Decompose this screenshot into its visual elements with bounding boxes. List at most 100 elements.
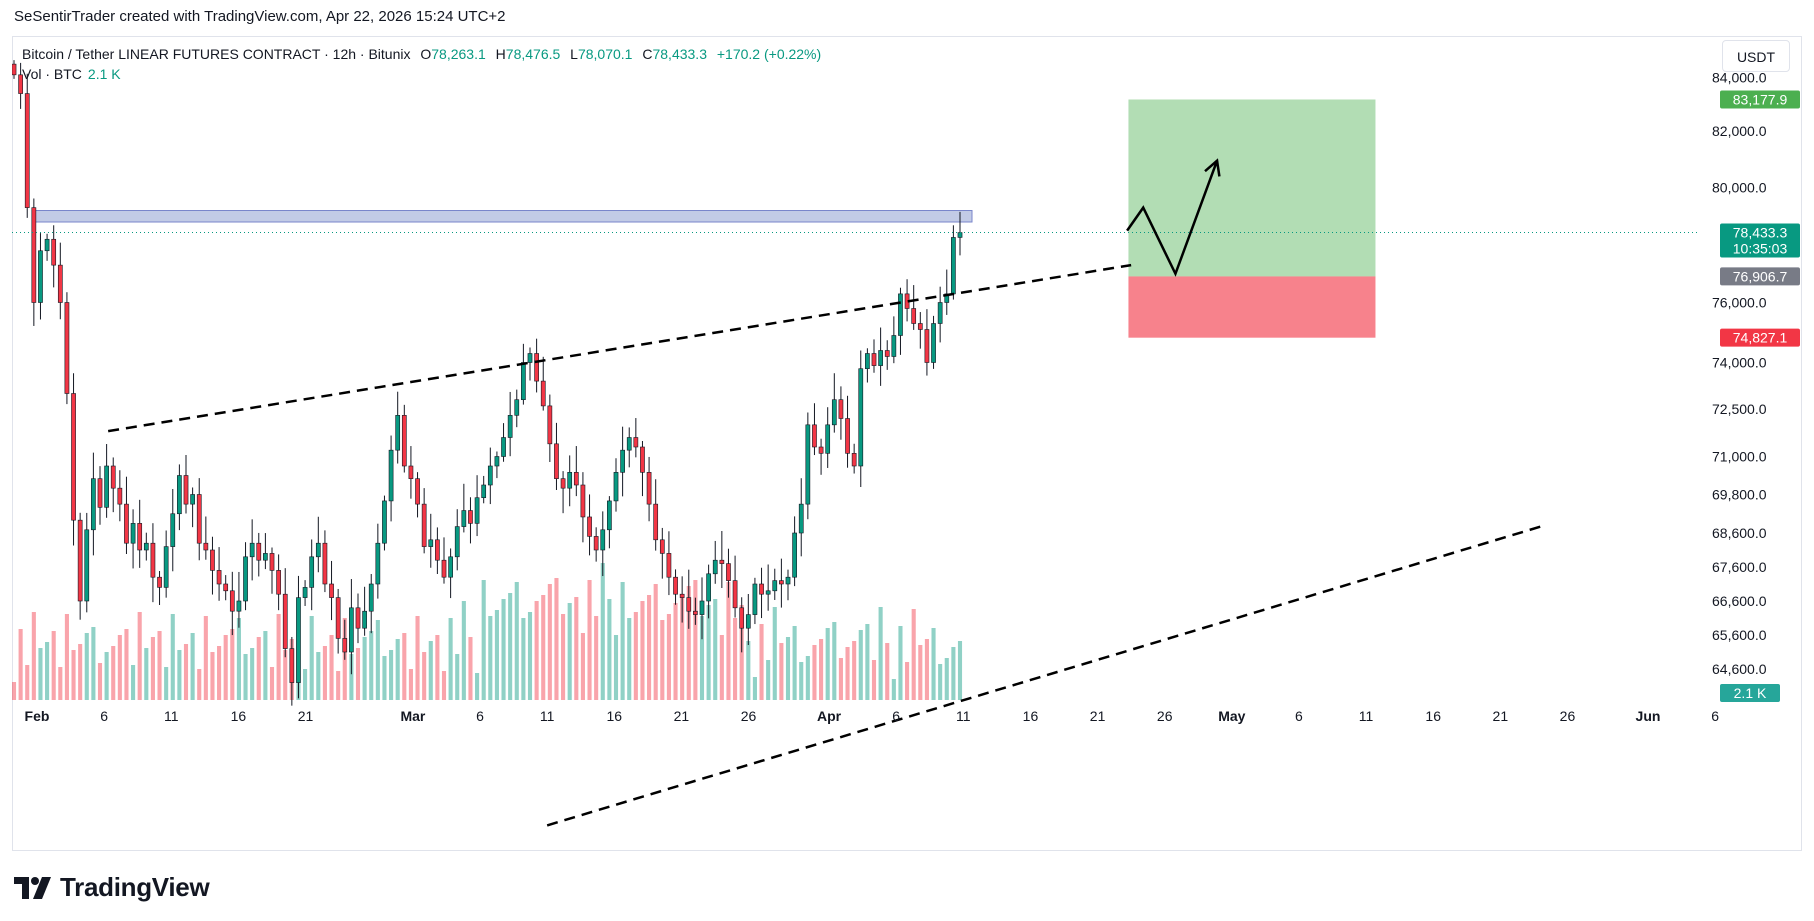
volume-bar	[448, 618, 453, 700]
candle	[77, 512, 83, 620]
candle	[31, 198, 37, 326]
volume-bar	[726, 582, 731, 700]
candle-body	[117, 487, 123, 505]
candle-body	[216, 570, 222, 585]
candle-body	[315, 542, 321, 558]
legend-ohlc: Bitcoin / Tether LINEAR FUTURES CONTRACT…	[22, 46, 821, 62]
candle-body	[626, 437, 632, 451]
candle	[468, 497, 473, 544]
volume-bar	[561, 614, 566, 700]
volume-bar	[210, 652, 215, 700]
candle-body	[249, 542, 255, 558]
volume-bar	[594, 616, 599, 700]
candle-body	[659, 539, 665, 554]
candle	[375, 523, 381, 599]
candle-body	[368, 583, 374, 612]
volume-bar	[84, 633, 89, 700]
legend-vol-value: 2.1 K	[87, 66, 121, 82]
volume-bar	[938, 664, 943, 700]
candle-body	[798, 503, 804, 534]
candle	[110, 457, 116, 513]
candle	[415, 472, 420, 518]
x-axis-tick: 11	[956, 708, 971, 724]
candle	[388, 435, 394, 522]
x-axis-tick: Mar	[400, 708, 425, 724]
candle-body	[937, 302, 943, 324]
candle-body	[951, 237, 956, 295]
candle	[362, 586, 367, 636]
candle	[104, 444, 109, 518]
legend-c-value: 78,433.3	[652, 46, 707, 62]
candle-body	[917, 323, 923, 330]
candle-body	[547, 405, 553, 445]
candle-body	[124, 503, 129, 544]
candle-body	[401, 415, 407, 467]
candle	[765, 564, 771, 611]
candle	[871, 339, 877, 373]
candle-body	[104, 465, 109, 508]
volume-bar	[355, 648, 361, 700]
volume-bar	[51, 631, 56, 700]
volume-bar	[349, 654, 354, 700]
candle	[276, 554, 281, 611]
tradingview-logo[interactable]: TradingView	[14, 872, 210, 903]
volume-bar	[283, 650, 288, 700]
candle-body	[461, 510, 467, 527]
candle	[57, 242, 63, 320]
candle-body	[382, 500, 387, 544]
candle	[587, 494, 592, 556]
legend-c-label: C	[642, 46, 653, 62]
volume-bar	[18, 629, 23, 700]
volume-bar	[792, 626, 797, 700]
candle	[368, 574, 374, 634]
volume-bar	[197, 669, 202, 700]
legend-h-label: H	[495, 46, 506, 62]
candle	[858, 350, 864, 487]
candle-body	[825, 424, 831, 454]
volume-bar	[527, 612, 533, 700]
price-label-value: 74,827.1	[1733, 330, 1788, 346]
candle	[335, 588, 341, 654]
candle	[355, 593, 361, 644]
candle	[745, 593, 751, 645]
volume-bar	[554, 578, 559, 700]
candle-body	[329, 583, 334, 598]
candle	[124, 476, 129, 555]
y-axis-tick: 68,600.0	[1712, 525, 1767, 541]
candle-body	[924, 329, 930, 363]
candle-body	[745, 614, 751, 629]
volume-bar	[389, 650, 394, 700]
candle	[150, 523, 156, 603]
volume-bar	[263, 631, 268, 700]
candle	[157, 571, 162, 606]
candle-body	[494, 456, 500, 467]
volume-bar	[706, 605, 711, 700]
candle-body	[620, 449, 625, 473]
volume-bar	[276, 614, 281, 700]
volume-bar	[508, 593, 513, 700]
candle	[759, 567, 764, 619]
volume-bar	[891, 679, 896, 700]
candle-body	[375, 542, 381, 585]
candle	[487, 447, 493, 505]
volume-bar	[422, 652, 427, 700]
legend-volume: Vol · BTC 2.1 K	[22, 66, 121, 82]
y-axis-tick: 64,600.0	[1712, 661, 1767, 677]
volume-bar	[190, 633, 195, 700]
candle	[229, 571, 235, 636]
candle	[428, 513, 434, 568]
upper-trendline	[107, 263, 1132, 433]
candle	[620, 426, 625, 497]
volume-bar	[567, 603, 572, 700]
currency-button[interactable]: USDT	[1722, 40, 1790, 72]
volume-bar	[699, 616, 705, 700]
candle-body	[739, 607, 745, 629]
candle-body	[355, 607, 361, 629]
price-label-box	[1720, 267, 1800, 286]
legend-h-value: 78,476.5	[505, 46, 561, 62]
candle	[712, 540, 718, 584]
candle	[395, 391, 401, 464]
volume-bar	[395, 639, 400, 700]
candle-body	[18, 74, 23, 94]
